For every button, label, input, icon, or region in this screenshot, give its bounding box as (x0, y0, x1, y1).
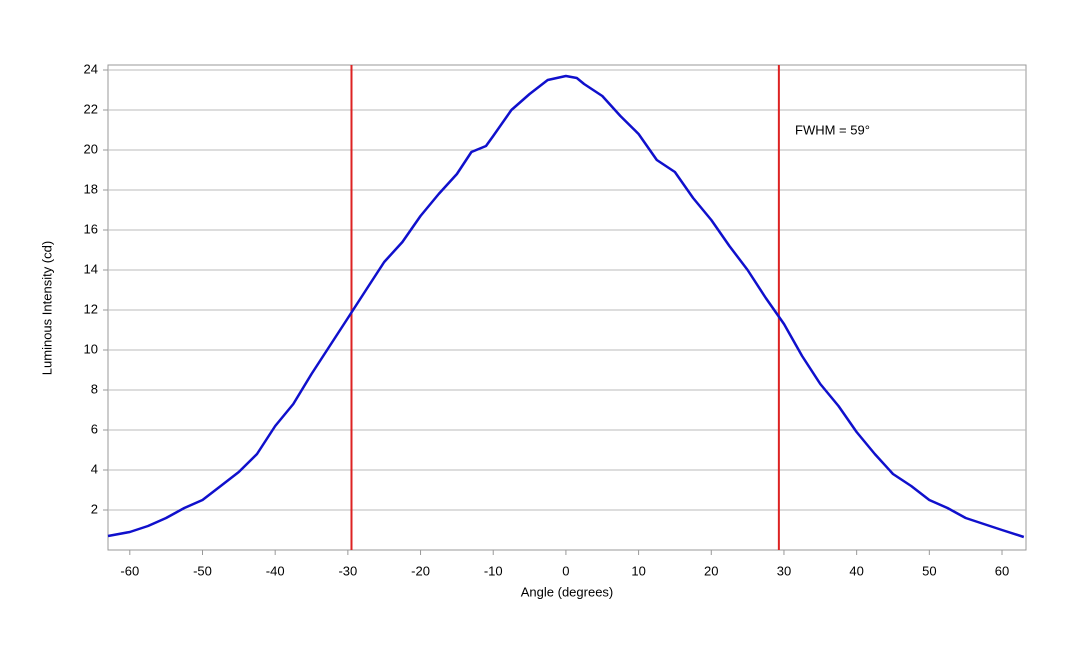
y-tick-label: 18 (84, 181, 98, 196)
x-tick-label: 30 (777, 563, 791, 578)
y-axis-label: Luminous Intensity (cd) (39, 241, 54, 375)
y-tick-label: 12 (84, 301, 98, 316)
annotation: FWHM = 59° (795, 122, 870, 137)
y-tick-label: 24 (84, 61, 98, 76)
x-tick-label: -50 (193, 563, 212, 578)
plot-frame (107, 64, 1027, 551)
y-tick-label: 4 (91, 461, 98, 476)
y-tick-label: 20 (84, 141, 98, 156)
y-tick-label: 2 (91, 501, 98, 516)
y-tick-label: 8 (91, 381, 98, 396)
x-tick-label: -40 (266, 563, 285, 578)
x-tick-label: -10 (484, 563, 503, 578)
x-tick-label: -30 (338, 563, 357, 578)
x-tick-label: 10 (631, 563, 645, 578)
y-tick-label: 14 (84, 261, 98, 276)
y-tick-label: 22 (84, 101, 98, 116)
series-line (107, 74, 1025, 539)
x-tick-label: 50 (922, 563, 936, 578)
y-tick-label: 16 (84, 221, 98, 236)
x-tick-label: 20 (704, 563, 718, 578)
x-tick-label: 40 (849, 563, 863, 578)
y-tick-label: 6 (91, 421, 98, 436)
x-tick-label: 0 (562, 563, 569, 578)
x-tick-label: 60 (995, 563, 1009, 578)
y-tick-label: 10 (84, 341, 98, 356)
x-tick-label: -60 (120, 563, 139, 578)
x-axis-label: Angle (degrees) (521, 584, 614, 599)
x-tick-label: -20 (411, 563, 430, 578)
